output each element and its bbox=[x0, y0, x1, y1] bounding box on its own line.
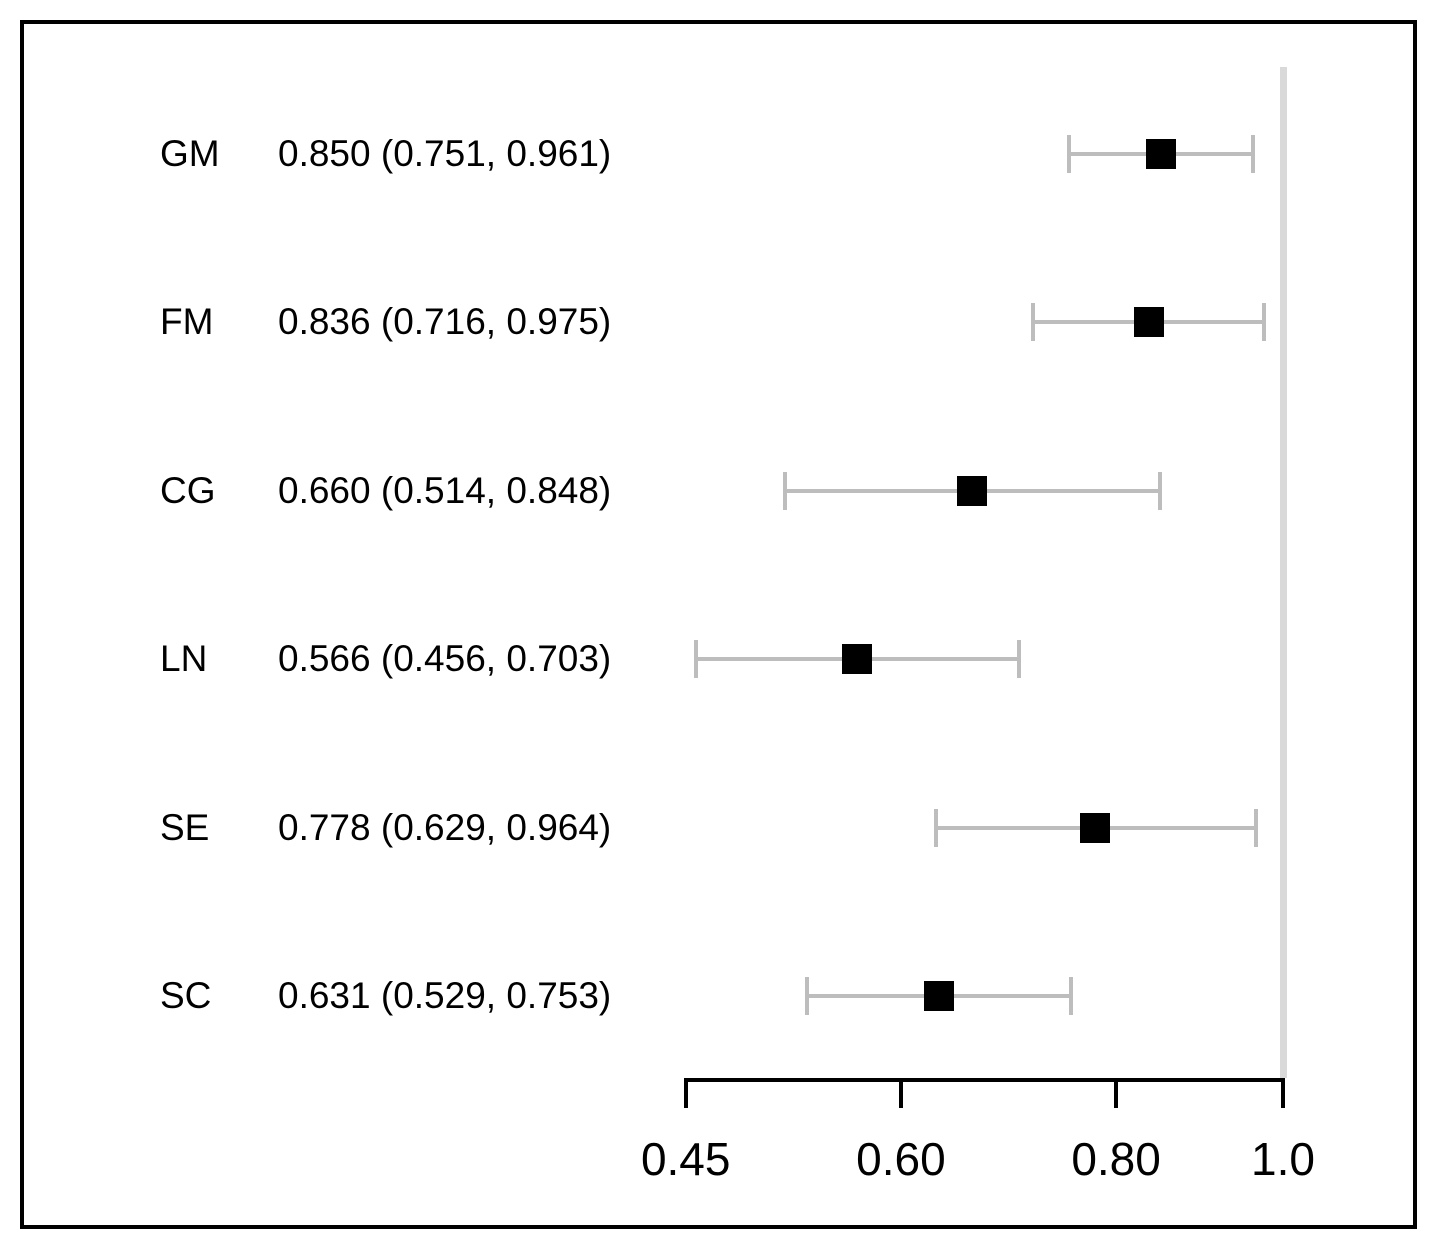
row-estimate-text: 0.778 (0.629, 0.964) bbox=[278, 806, 612, 848]
ci-cap-left bbox=[934, 808, 939, 847]
ci-cap-left bbox=[693, 640, 698, 679]
ci-cap-right bbox=[1262, 303, 1267, 342]
x-axis-tick-label: 0.45 bbox=[640, 1133, 731, 1185]
estimate-marker bbox=[842, 644, 873, 675]
x-axis-tick-label: 1.0 bbox=[1251, 1133, 1315, 1185]
row-estimate-text: 0.660 (0.514, 0.848) bbox=[278, 469, 612, 511]
estimate-marker bbox=[923, 981, 954, 1011]
row-estimate-text: 0.631 (0.529, 0.753) bbox=[278, 975, 612, 1016]
row-estimate-text: 0.836 (0.716, 0.975) bbox=[278, 301, 612, 343]
reference-line bbox=[1279, 67, 1287, 1078]
estimate-marker bbox=[957, 475, 988, 506]
ci-cap-left bbox=[1066, 135, 1071, 173]
row-label: LN bbox=[160, 638, 208, 680]
estimate-marker bbox=[1134, 307, 1164, 338]
ci-cap-right bbox=[1068, 977, 1073, 1015]
ci-cap-right bbox=[1251, 135, 1256, 173]
estimate-marker bbox=[1080, 812, 1111, 843]
plot-frame: GM 0.850 (0.751, 0.961) FM 0.836 (0.716, 0.… bbox=[20, 20, 1417, 1229]
ci-cap-right bbox=[1157, 471, 1162, 510]
row-label: FM bbox=[160, 301, 214, 343]
ci-cap-left bbox=[804, 977, 809, 1015]
x-axis-tick bbox=[898, 1078, 903, 1108]
x-axis-tick bbox=[1281, 1078, 1285, 1108]
row-label: SE bbox=[160, 806, 210, 848]
ci-cap-left bbox=[783, 471, 788, 510]
ci-cap-right bbox=[1017, 640, 1022, 679]
x-axis-tick-label: 0.60 bbox=[856, 1133, 946, 1185]
x-axis-tick bbox=[1114, 1078, 1119, 1108]
ci-cap-left bbox=[1031, 303, 1036, 342]
row-label: GM bbox=[160, 133, 220, 174]
x-axis-tick-label: 0.80 bbox=[1071, 1133, 1161, 1185]
row-estimate-text: 0.850 (0.751, 0.961) bbox=[278, 133, 612, 174]
estimate-marker bbox=[1146, 139, 1177, 169]
x-axis-line bbox=[683, 1078, 1285, 1082]
row-label: SC bbox=[160, 975, 212, 1016]
x-axis-tick bbox=[683, 1078, 688, 1108]
ci-cap-right bbox=[1253, 808, 1258, 847]
row-label: CG bbox=[160, 469, 216, 511]
row-estimate-text: 0.566 (0.456, 0.703) bbox=[278, 638, 612, 680]
